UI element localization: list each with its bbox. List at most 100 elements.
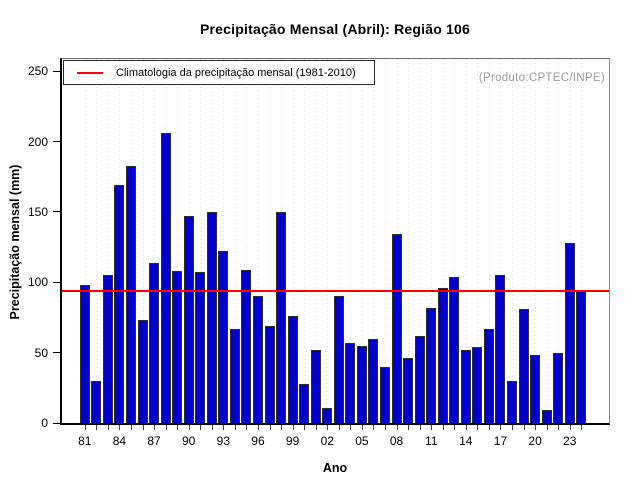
bar-slot: 84 — [113, 59, 126, 448]
bar — [241, 269, 252, 423]
legend: Climatologia da precipitação mensal (198… — [63, 60, 375, 85]
grid-line — [154, 59, 156, 423]
bar-slot: 81 — [78, 59, 91, 448]
bar-slot — [241, 59, 253, 430]
x-tick — [384, 425, 386, 430]
x-tick — [130, 425, 132, 430]
grid-line — [523, 59, 525, 423]
x-tick — [119, 425, 121, 430]
bar — [333, 296, 344, 423]
bar — [449, 276, 460, 423]
x-tick — [396, 425, 398, 430]
bar — [530, 355, 541, 423]
bar-slot — [576, 59, 588, 430]
bar — [437, 287, 448, 423]
grid-line — [512, 59, 513, 423]
x-tick — [84, 425, 86, 430]
bar-slot — [102, 59, 114, 430]
bar-slot — [483, 59, 495, 430]
bar — [414, 335, 425, 423]
x-tick — [454, 425, 456, 430]
bar-slot: 87 — [147, 59, 161, 448]
bar-slot — [160, 59, 172, 430]
bar — [114, 185, 125, 423]
x-tick-label: 96 — [251, 434, 265, 448]
bar — [391, 234, 402, 423]
bar-slot — [137, 59, 149, 430]
x-tick — [465, 425, 467, 430]
grid-line — [465, 59, 467, 423]
grid-line — [373, 59, 375, 423]
x-tick-label: 14 — [459, 434, 473, 448]
bar-slot — [264, 59, 276, 430]
bar — [183, 216, 194, 423]
bar-slot — [91, 59, 103, 430]
grid-line — [500, 59, 502, 423]
grid-line — [419, 59, 421, 423]
bar — [507, 380, 517, 423]
x-tick-label: 93 — [216, 434, 231, 448]
grid-line — [431, 59, 433, 423]
grid-line — [327, 59, 329, 423]
bar — [379, 366, 390, 423]
x-tick — [500, 425, 502, 430]
x-tick — [107, 425, 109, 430]
grid-line — [223, 59, 225, 423]
grid-line — [535, 59, 537, 423]
x-tick — [350, 425, 352, 430]
plot-area: 81 84 87 90 93 96 99 02 05 08 11 14 17 20 23 Climatolo… — [28, 58, 610, 448]
y-tick — [53, 141, 60, 143]
bar — [518, 309, 529, 423]
x-tick — [327, 425, 329, 430]
grid-line — [581, 59, 583, 423]
y-tick-label: 150 — [27, 204, 48, 219]
x-tick — [546, 425, 548, 430]
bar-slot — [368, 59, 380, 430]
x-tick — [269, 425, 271, 430]
bar — [160, 133, 171, 423]
bar — [287, 316, 298, 423]
y-tick — [53, 70, 60, 72]
x-tick — [315, 425, 317, 430]
x-tick — [558, 425, 560, 430]
bar — [356, 345, 367, 423]
grid-line — [257, 59, 259, 423]
x-tick — [569, 425, 571, 430]
bar — [91, 380, 102, 423]
bar — [553, 352, 564, 423]
grid-line — [384, 59, 386, 423]
red-line-icon — [77, 71, 103, 74]
x-tick-label: 08 — [389, 434, 404, 448]
y-tick — [53, 281, 60, 283]
x-tick — [431, 425, 433, 430]
grid-line — [477, 59, 479, 423]
grid-line — [304, 59, 306, 423]
y-tick-label: 100 — [27, 275, 48, 290]
bar — [149, 262, 160, 423]
grid-line — [269, 59, 271, 423]
x-tick — [581, 425, 583, 430]
x-tick — [234, 425, 236, 430]
grid-line — [142, 59, 144, 423]
bar-slot — [506, 59, 518, 430]
x-tick-label: 05 — [355, 434, 369, 448]
bar-slot — [345, 59, 357, 430]
x-tick — [304, 425, 306, 430]
bar-slot — [310, 59, 322, 430]
bar-slot — [472, 59, 484, 430]
bar-slot: 17 — [494, 59, 507, 448]
x-tick — [281, 425, 283, 430]
bar-slot — [552, 59, 564, 430]
x-tick-label: 23 — [563, 434, 577, 448]
x-tick-label: 90 — [182, 434, 196, 448]
bar — [252, 296, 263, 423]
x-tick — [223, 425, 225, 430]
x-tick — [512, 425, 513, 430]
bar-slot: 05 — [355, 59, 369, 448]
bar — [472, 347, 483, 423]
x-tick-label: 81 — [78, 434, 92, 448]
x-tick — [419, 425, 421, 430]
bar — [137, 320, 148, 423]
bar — [564, 242, 575, 423]
